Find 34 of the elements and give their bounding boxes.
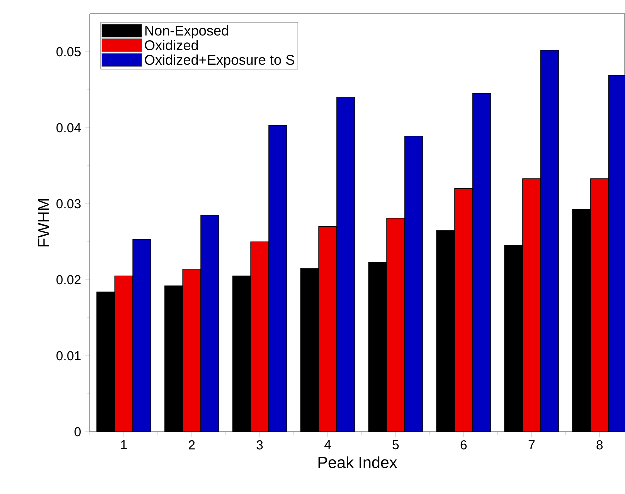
- legend-label: Non-Exposed: [146, 26, 228, 39]
- legend-label: Oxidized+Exposure to S: [145, 54, 294, 68]
- x-tick-label: 7: [528, 440, 535, 450]
- bar: [268, 126, 287, 432]
- y-axis-title: FWHM: [38, 199, 50, 247]
- y-tick-label: 0: [74, 427, 81, 437]
- x-tick-label: 2: [189, 440, 195, 450]
- bar: [404, 136, 423, 432]
- x-tick-label: 3: [256, 440, 263, 450]
- y-tick-label: 0.05: [56, 47, 81, 57]
- bar: [336, 98, 355, 432]
- bar: [182, 269, 201, 432]
- bar: [318, 226, 337, 432]
- y-tick-label: 0.02: [56, 275, 81, 285]
- bar: [200, 215, 219, 432]
- y-tick-label: 0.01: [56, 351, 81, 361]
- bar: [386, 218, 405, 432]
- bar: [590, 178, 610, 432]
- bar: [472, 94, 491, 432]
- bar: [540, 50, 559, 432]
- y-tick-label: 0.03: [56, 199, 81, 209]
- bar: [114, 276, 133, 432]
- x-tick-label: 6: [460, 440, 467, 450]
- x-tick-label: 4: [324, 440, 332, 450]
- bar: [522, 178, 541, 432]
- x-tick-label: 8: [596, 440, 603, 450]
- bar: [454, 188, 473, 432]
- x-tick-label: 1: [121, 440, 127, 450]
- bar: [132, 240, 152, 432]
- x-tick-label: 5: [392, 440, 399, 450]
- legend-label: Oxidized: [145, 40, 198, 50]
- y-tick-label: 0.04: [56, 123, 82, 133]
- x-axis-title: Peak Index: [318, 456, 398, 468]
- bar: [250, 242, 269, 432]
